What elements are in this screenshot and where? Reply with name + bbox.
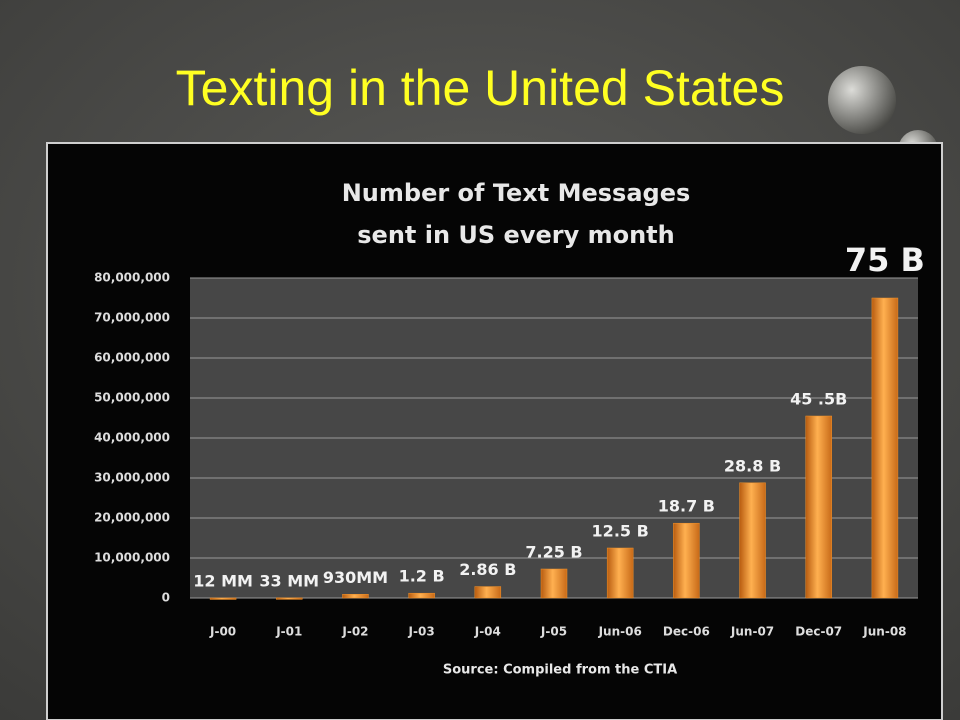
bar [408,592,435,599]
value-label: 12.5 B [592,522,649,541]
x-tick-label: J-00 [209,625,236,639]
y-tick-label: 80,000,000 [94,271,170,285]
x-tick-label: Jun-08 [862,625,906,639]
bar [342,594,369,599]
bar [805,415,832,599]
value-label: 2.86 B [459,560,516,579]
y-tick-label: 20,000,000 [94,511,170,525]
bar [474,586,502,599]
y-tick-label: 40,000,000 [94,431,170,445]
y-tick-label: 10,000,000 [94,551,170,565]
bar [673,522,700,599]
value-label: 28.8 B [724,456,781,475]
value-label: 18.7 B [658,497,715,516]
value-label: 75 B [845,241,925,279]
y-tick-label: 60,000,000 [94,351,170,365]
y-tick-label: 0 [162,591,170,605]
bar [871,297,899,599]
bar [739,482,766,599]
y-tick-label: 30,000,000 [94,471,170,485]
x-tick-label: J-05 [540,625,567,639]
x-tick-label: Jun-06 [598,625,642,639]
value-label: 930MM [323,568,388,587]
x-tick-label: J-02 [341,625,368,639]
chart: Number of Text Messages sent in US every… [94,179,925,678]
x-tick-label: Dec-06 [663,625,710,639]
value-label: 45 .5B [790,390,847,409]
bar [606,547,634,599]
source-note: Source: Compiled from the CTIA [443,663,677,678]
bar [209,597,237,600]
value-label: 1.2 B [399,567,445,586]
value-label: 7.25 B [525,543,582,562]
slide-title: Texting in the United States [176,60,785,116]
value-label: 33 MM [259,571,319,590]
bar [540,568,568,599]
chart-title: sent in US every month [357,221,674,249]
x-tick-label: J-03 [408,625,435,639]
x-tick-label: J-01 [275,625,302,639]
chart-title: Number of Text Messages [342,179,691,207]
y-tick-label: 50,000,000 [94,391,170,405]
x-tick-label: J-04 [474,625,501,639]
x-tick-label: Jun-07 [730,625,774,639]
decoration [828,66,896,134]
bar [276,597,303,600]
value-label: 12 MM [193,571,253,590]
x-tick-label: Dec-07 [795,625,842,639]
y-tick-label: 70,000,000 [94,311,170,325]
